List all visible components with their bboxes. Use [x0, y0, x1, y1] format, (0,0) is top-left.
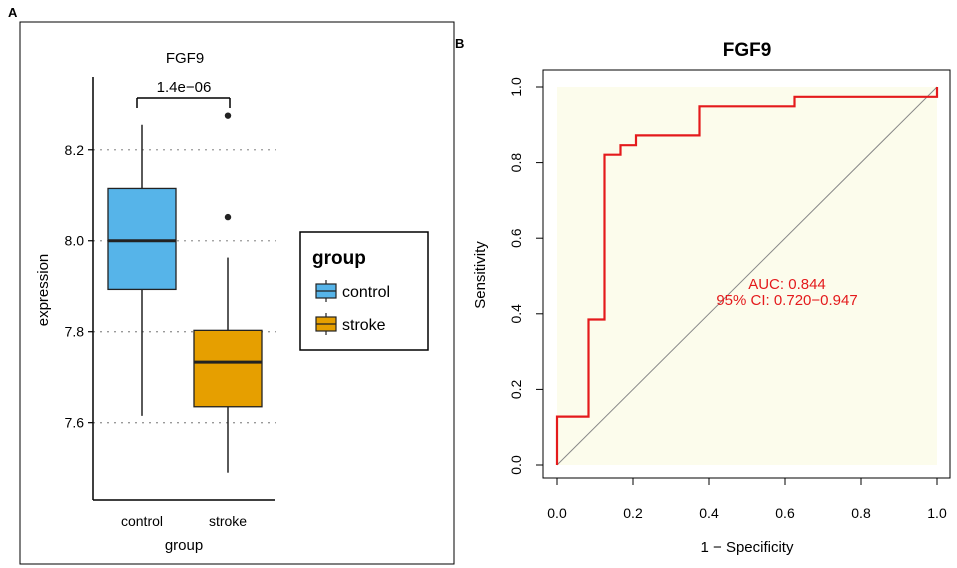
box-grid — [93, 149, 276, 424]
box-y-axis-title: expression — [35, 254, 52, 327]
box-iqr — [193, 329, 263, 408]
legend-key-stroke — [315, 313, 337, 335]
panel-b-label: B — [455, 36, 464, 51]
box-y-axis: 7.6 7.8 8.0 8.2 — [65, 77, 94, 500]
pvalue-label: 1.4e−06 — [157, 79, 212, 96]
roc-y-tick-label: 0.2 — [508, 379, 524, 399]
box-control — [107, 124, 177, 416]
legend-label-stroke: stroke — [342, 317, 386, 334]
roc-ci-label: 95% CI: 0.720−0.947 — [716, 292, 857, 309]
legend-key-control — [315, 280, 337, 302]
roc-x-axis-title: 1 − Specificity — [701, 539, 794, 556]
roc-axes: 0.0 0.2 0.4 0.6 0.8 1.0 0.0 0.2 0.4 0.6 0.8 1.0 — [508, 77, 947, 521]
roc-reference-diagonal — [556, 86, 938, 466]
box-y-tick-label: 7.6 — [65, 415, 85, 431]
roc-y-tick-label: 0.0 — [508, 455, 524, 475]
roc-title: FGF9 — [723, 40, 772, 61]
box-iqr — [107, 187, 177, 291]
roc-plot — [555, 86, 939, 466]
box-y-tick-label: 8.2 — [65, 142, 85, 158]
roc-x-tick-label: 1.0 — [927, 505, 947, 521]
roc-auc-label: AUC: 0.844 — [748, 276, 826, 293]
box-y-tick-label: 8.0 — [65, 233, 85, 249]
box-x-axis-title: group — [165, 537, 203, 554]
roc-curve-line — [555, 87, 939, 465]
box-outlier-point — [224, 112, 232, 119]
roc-y-tick-label: 0.4 — [508, 304, 524, 324]
box-marks — [107, 112, 263, 473]
box-x-tick-label-control: control — [121, 513, 163, 529]
box-x-tick-label-stroke: stroke — [209, 513, 247, 529]
box-y-tick-label: 7.8 — [65, 324, 85, 340]
roc-x-tick-label: 0.8 — [851, 505, 871, 521]
roc-y-axis-title: Sensitivity — [472, 241, 489, 309]
legend-title: group — [312, 248, 366, 269]
legend-label-control: control — [342, 284, 390, 301]
roc-y-tick-label: 0.6 — [508, 228, 524, 248]
roc-x-tick-label: 0.4 — [699, 505, 719, 521]
roc-y-tick-label: 0.8 — [508, 153, 524, 173]
roc-x-tick-label: 0.0 — [547, 505, 567, 521]
roc-x-tick-label: 0.6 — [775, 505, 795, 521]
pvalue-bracket — [136, 97, 231, 108]
boxplot-title: FGF9 — [166, 50, 204, 67]
roc-y-tick-label: 1.0 — [508, 77, 524, 97]
roc-x-tick-label: 0.2 — [623, 505, 643, 521]
box-outlier-point — [224, 213, 232, 221]
panel-a-label: A — [8, 5, 18, 20]
box-stroke — [193, 112, 263, 473]
legend: group control stroke — [299, 231, 429, 351]
